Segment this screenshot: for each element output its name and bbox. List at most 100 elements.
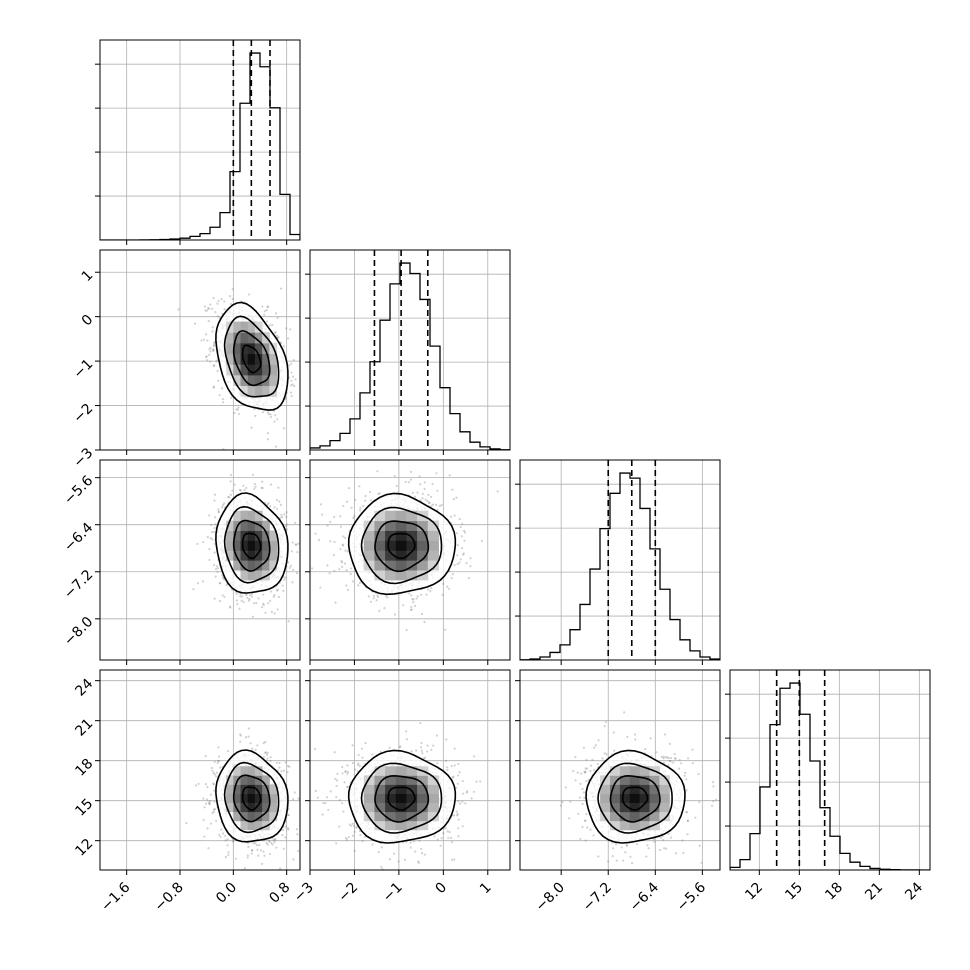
- scatter-point: [213, 530, 216, 534]
- scatter-point: [386, 596, 389, 599]
- scatter-point: [203, 835, 206, 838]
- scatter-point: [229, 606, 232, 609]
- scatter-point: [211, 330, 214, 333]
- scatter-point: [371, 753, 374, 756]
- scatter-point: [266, 305, 269, 309]
- density-cell: [417, 560, 429, 571]
- scatter-point: [254, 414, 257, 417]
- scatter-point: [207, 847, 210, 850]
- scatter-point: [268, 324, 271, 327]
- scatter-point: [216, 314, 219, 318]
- scatter-point: [267, 602, 270, 605]
- density-cell: [240, 385, 249, 397]
- scatter-point: [297, 797, 300, 800]
- scatter-point: [430, 505, 433, 508]
- scatter-point: [261, 305, 264, 308]
- scatter-point: [217, 508, 220, 511]
- scatter-point: [254, 485, 257, 488]
- density-cell: [374, 550, 386, 561]
- density-cell: [254, 510, 263, 522]
- scatter-point: [251, 747, 254, 750]
- scatter-point: [205, 798, 209, 801]
- scatter-point: [224, 839, 227, 842]
- scatter-point: [231, 297, 234, 301]
- density-cell: [254, 332, 263, 344]
- scatter-point: [272, 839, 275, 842]
- scatter-point: [238, 607, 241, 610]
- density-cell: [240, 820, 249, 831]
- scatter-point: [268, 839, 271, 842]
- scatter-point: [231, 288, 234, 291]
- scatter-point: [229, 302, 233, 306]
- scatter-point: [212, 348, 215, 351]
- scatter-point: [206, 339, 209, 342]
- scatter-point: [279, 503, 283, 506]
- scatter-point: [341, 561, 344, 564]
- scatter-point: [227, 853, 230, 857]
- x-tick-label: −1.6: [98, 879, 133, 914]
- scatter-point: [304, 352, 306, 354]
- scatter-point: [215, 565, 218, 568]
- scatter-point: [211, 811, 214, 815]
- hist-3-frame: [729, 669, 931, 871]
- scatter-point: [214, 575, 217, 578]
- scatter-point: [264, 611, 267, 614]
- scatter-point: [216, 369, 219, 373]
- scatter-point: [228, 605, 232, 608]
- density-cell: [254, 374, 263, 387]
- scatter-point: [205, 355, 208, 358]
- scatter-point: [423, 620, 426, 624]
- scatter-point: [218, 581, 221, 585]
- scatter-point: [266, 320, 269, 323]
- scatter-point: [290, 362, 293, 365]
- scatter-point: [393, 475, 396, 478]
- scatter-point: [422, 757, 425, 760]
- density-cell: [269, 540, 278, 551]
- scatter-point: [213, 760, 216, 763]
- density-cell: [363, 540, 375, 551]
- scatter-point: [425, 593, 428, 596]
- scatter-point: [344, 549, 347, 552]
- scatter-point: [376, 595, 379, 599]
- scatter-point: [212, 563, 216, 567]
- scatter-point: [212, 810, 215, 813]
- scatter-point: [250, 426, 253, 429]
- scatter-point: [251, 615, 254, 618]
- pair-0-3-plot: [185, 727, 300, 870]
- scatter-point: [250, 852, 253, 855]
- scatter-point: [209, 800, 212, 803]
- scatter-point: [282, 589, 285, 592]
- scatter-point: [310, 567, 314, 570]
- scatter-point: [220, 297, 223, 301]
- scatter-point: [368, 490, 372, 494]
- scatter-point: [278, 766, 281, 769]
- scatter-point: [211, 307, 214, 310]
- scatter-point: [413, 495, 417, 498]
- scatter-point: [274, 330, 277, 334]
- scatter-point: [260, 486, 263, 489]
- scatter-point: [211, 538, 214, 541]
- scatter-point: [228, 295, 232, 298]
- scatter-point: [303, 390, 305, 392]
- density-cell: [247, 385, 256, 397]
- scatter-point: [343, 562, 347, 565]
- scatter-point: [295, 543, 298, 546]
- scatter-point: [286, 771, 289, 774]
- density-cell: [262, 540, 270, 551]
- density-cell: [240, 775, 249, 785]
- scatter-point: [228, 496, 231, 499]
- scatter-point: [218, 755, 221, 758]
- x-tick-label: 24: [902, 879, 926, 903]
- scatter-point: [219, 766, 222, 769]
- scatter-point: [457, 762, 460, 766]
- scatter-point: [463, 531, 467, 534]
- scatter-point: [217, 759, 221, 763]
- y-tick-label: −6.4: [61, 520, 96, 555]
- scatter-point: [421, 497, 424, 500]
- scatter-point: [213, 773, 216, 776]
- scatter-point: [204, 755, 207, 758]
- density-cell: [262, 530, 270, 541]
- scatter-point: [249, 742, 252, 745]
- scatter-point: [275, 334, 279, 337]
- scatter-point: [429, 590, 432, 593]
